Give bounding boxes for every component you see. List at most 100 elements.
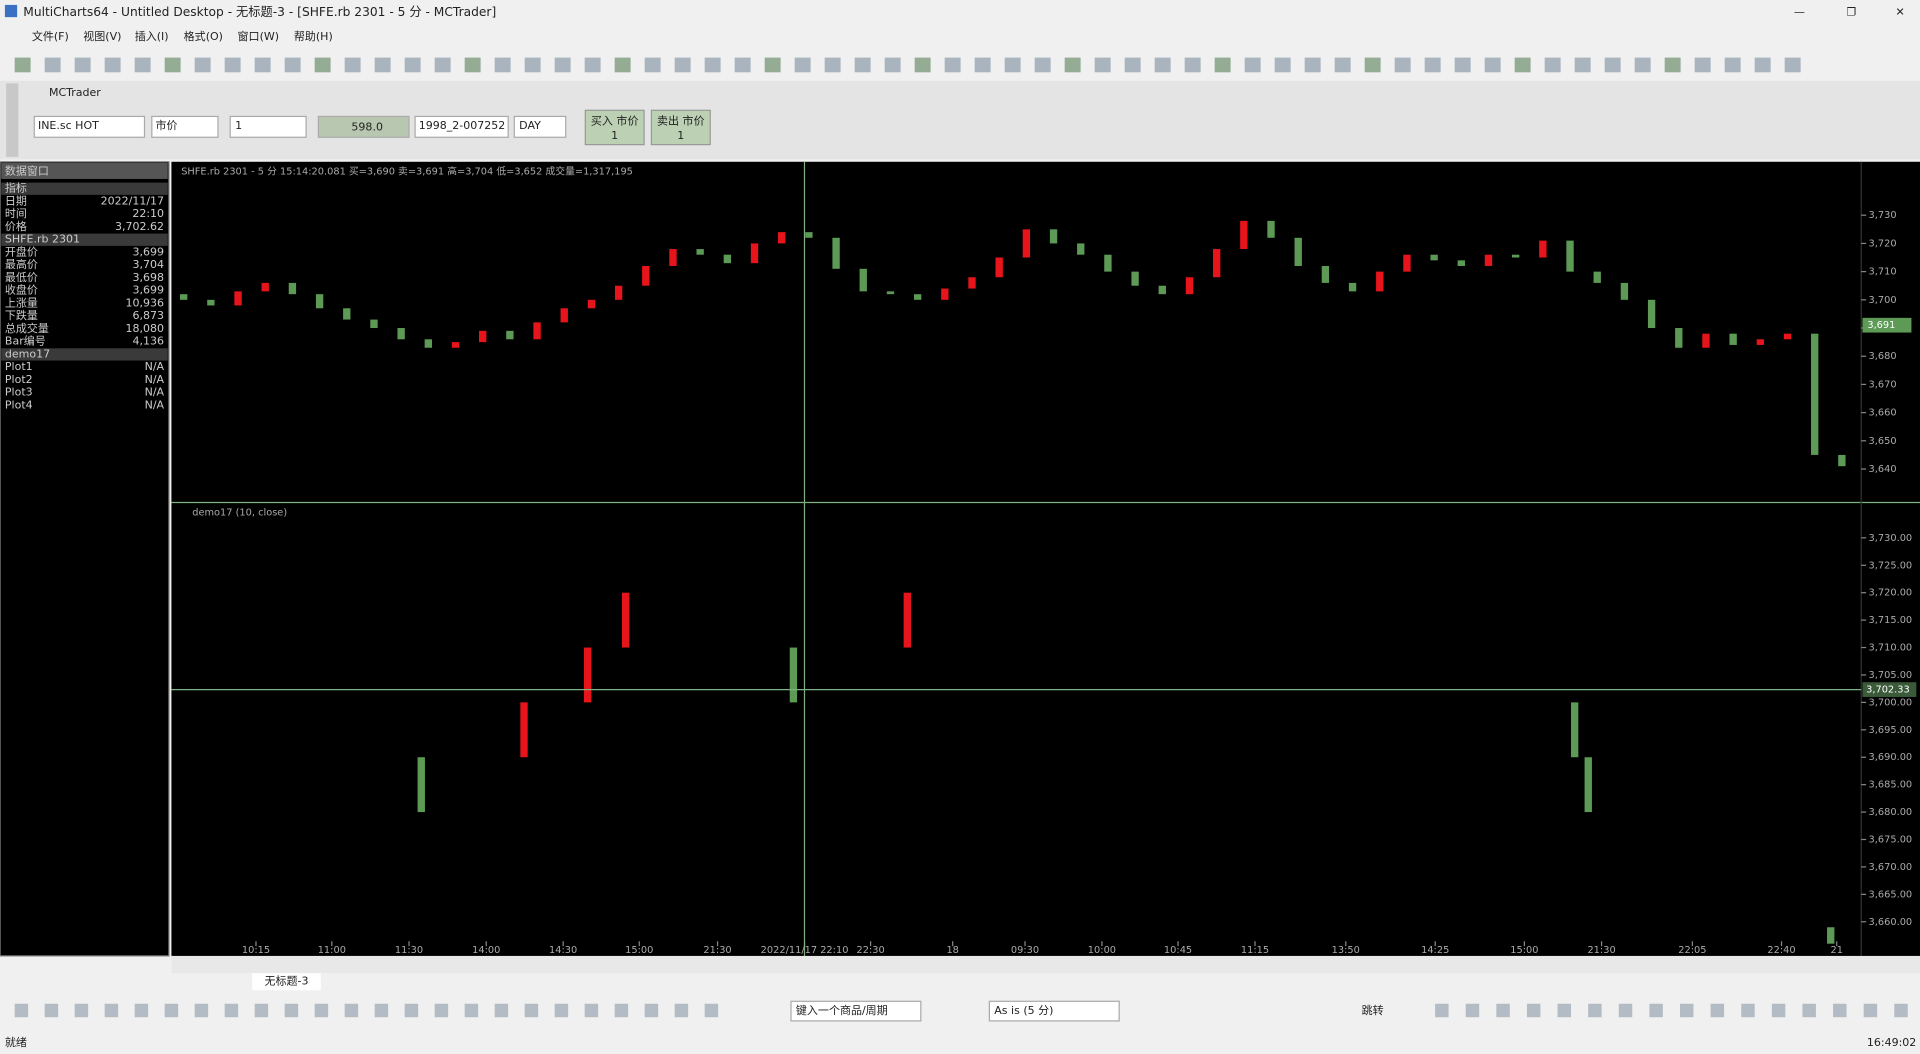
tool-icon[interactable] [1526,1003,1541,1018]
tool-icon[interactable] [704,57,721,73]
account[interactable]: 1998_2-007252 [419,119,506,132]
tool-icon[interactable] [644,1003,659,1018]
qty-box[interactable] [229,115,307,138]
tool-icon[interactable] [284,57,301,73]
tool-icon[interactable] [224,1003,239,1018]
tool-icon[interactable] [1574,57,1591,73]
tool-icon[interactable] [1465,1003,1480,1018]
tool-icon[interactable] [1184,57,1201,73]
tool-icon[interactable] [764,57,781,73]
tool-icon[interactable] [194,1003,209,1018]
tool-icon[interactable] [1334,57,1351,73]
tool-icon[interactable] [1484,57,1501,73]
tool-icon[interactable] [74,1003,89,1018]
minimize[interactable]: — [1794,5,1805,18]
price[interactable]: 598.0 [351,120,383,133]
tool-icon[interactable] [1680,1003,1694,1018]
tool-icon[interactable] [404,57,421,73]
sell-qty[interactable]: 1 [677,129,684,142]
tool-icon[interactable] [104,1003,119,1018]
tool-icon[interactable] [944,57,961,73]
tool-icon[interactable] [584,57,601,73]
tool-icon[interactable] [884,57,901,73]
symbol-box[interactable] [33,115,146,138]
tool-icon[interactable] [1771,1003,1786,1018]
price-box[interactable] [317,115,410,138]
menu-item[interactable]: 文件(F) [32,29,69,43]
tool-icon[interactable] [194,57,211,73]
tool-icon[interactable] [1154,57,1171,73]
tool-icon[interactable] [1004,57,1021,73]
menu-item[interactable]: 格式(O) [184,29,223,43]
tool-icon[interactable] [14,1003,29,1018]
tool-icon[interactable] [614,1003,629,1018]
tool-icon[interactable] [1863,1003,1878,1018]
tool-icon[interactable] [404,1003,419,1018]
tool-icon[interactable] [1833,1003,1847,1018]
account-box[interactable] [414,115,509,138]
tool-icon[interactable] [464,1003,479,1018]
maximize[interactable]: ❐ [1847,5,1857,18]
tool-icon[interactable] [1304,57,1321,73]
tool-icon[interactable] [1649,1003,1663,1018]
buy-button[interactable] [584,109,645,146]
tool-icon[interactable] [1214,57,1231,73]
tool-icon[interactable] [284,1003,299,1018]
tool-icon[interactable] [374,1003,389,1018]
tool-icon[interactable] [1724,57,1741,73]
tool-icon[interactable] [254,1003,269,1018]
tool-icon[interactable] [1064,57,1081,73]
resolution[interactable]: As is (5 分) [994,1004,1053,1017]
tool-icon[interactable] [1894,1003,1908,1018]
tif[interactable]: DAY [519,119,541,132]
tool-icon[interactable] [1784,57,1801,73]
sell-button[interactable] [650,109,711,146]
tool-icon[interactable] [74,57,91,73]
buy-qty[interactable]: 1 [611,129,618,142]
tool-icon[interactable] [434,57,451,73]
tool-icon[interactable] [14,57,31,73]
tool-icon[interactable] [224,57,241,73]
symbol-input[interactable] [790,1000,922,1022]
tool-icon[interactable] [554,57,571,73]
tool-icon[interactable] [1094,57,1111,73]
tool-icon[interactable] [1435,1003,1449,1018]
tool-icon[interactable] [584,1003,599,1018]
tool-icon[interactable] [824,57,841,73]
tool-icon[interactable] [1124,57,1141,73]
tool-icon[interactable] [1604,57,1621,73]
order-type[interactable]: 市价 [156,118,178,132]
tool-icon[interactable] [1034,57,1051,73]
tool-icon[interactable] [1710,1003,1725,1018]
tool-icon[interactable] [1514,57,1531,73]
tool-icon[interactable] [1634,57,1651,73]
tool-icon[interactable] [44,1003,59,1018]
tool-icon[interactable] [674,57,691,73]
tool-icon[interactable] [494,1003,509,1018]
tool-icon[interactable] [1618,1003,1633,1018]
tool-icon[interactable] [1454,57,1471,73]
window-controls[interactable]: — ❐ ✕ [1794,5,1905,18]
tool-icon[interactable] [314,1003,329,1018]
tool-icon[interactable] [164,57,181,73]
tab[interactable] [252,973,321,991]
menu-item[interactable]: 窗口(W) [238,29,280,43]
tool-icon[interactable] [854,57,871,73]
menu-item[interactable]: 视图(V) [83,29,121,43]
tool-icon[interactable] [1557,1003,1572,1018]
jump[interactable]: 跳转 [1362,1003,1384,1017]
tool-icon[interactable] [644,57,661,73]
resolution-box[interactable] [988,1000,1120,1022]
tool-icon[interactable] [704,1003,719,1018]
tool-icon[interactable] [1274,57,1291,73]
tool-icon[interactable] [524,1003,539,1018]
tool-icon[interactable] [164,1003,179,1018]
buy-label[interactable]: 买入 市价 [591,113,639,127]
tool-icon[interactable] [1496,1003,1510,1018]
tab-label[interactable]: 无标题-3 [265,974,309,988]
tool-icon[interactable] [134,57,151,73]
menu-item[interactable]: 帮助(H) [294,29,333,43]
tool-icon[interactable] [134,1003,149,1018]
tool-icon[interactable] [314,57,331,73]
tool-icon[interactable] [1424,57,1441,73]
